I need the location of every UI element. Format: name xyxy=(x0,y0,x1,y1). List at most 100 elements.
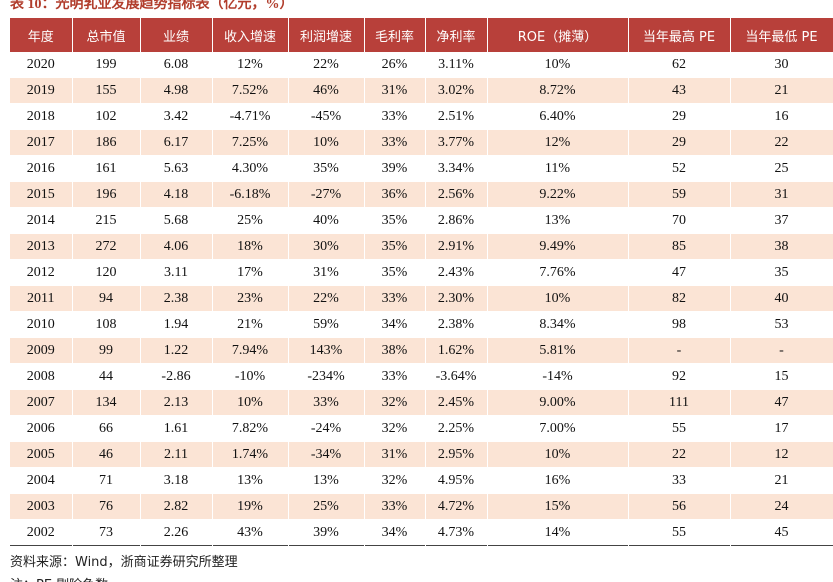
table-cell: 13% xyxy=(487,207,629,234)
table-cell: 35% xyxy=(364,233,426,260)
table-cell: 143% xyxy=(288,337,365,364)
data-table: 年度 总市值 业绩 收入增速 利润增速 毛利率 净利率 ROE（摊薄） 当年最高 PE 当年最低 … xyxy=(10,18,833,546)
table-row: 2002 73 2.26 43% 39% 34% 4.73% 14% 55 45 xyxy=(10,519,833,546)
table-cell: 2004 xyxy=(10,467,73,494)
table-cell: 2009 xyxy=(10,337,73,364)
table-cell: 3.77% xyxy=(425,129,488,156)
table-cell: 12% xyxy=(487,129,629,156)
table-cell: 30% xyxy=(288,233,365,260)
table-cell: -234% xyxy=(288,363,365,390)
table-cell: 43 xyxy=(628,77,731,104)
table-cell: 33 xyxy=(628,467,731,494)
column-header: 净利率 xyxy=(425,18,488,52)
table-cell: 17% xyxy=(212,259,289,286)
table-cell: 155 xyxy=(72,77,141,104)
table-cell: 2012 xyxy=(10,259,73,286)
table-cell: 4.95% xyxy=(425,467,488,494)
table-cell: 10% xyxy=(487,285,629,312)
table-cell: 2019 xyxy=(10,77,73,104)
table-cell: 92 xyxy=(628,363,731,390)
table-cell: 2.43% xyxy=(425,259,488,286)
table-cell: 10% xyxy=(487,52,629,78)
column-header: 当年最高 PE xyxy=(628,18,731,52)
table-cell: 52 xyxy=(628,155,731,182)
table-row: 2011 94 2.38 23% 22% 33% 2.30% 10% 82 40 xyxy=(10,285,833,312)
table-cell: 6.08 xyxy=(140,52,213,78)
table-cell: 32% xyxy=(364,415,426,442)
table-row: 2010 108 1.94 21% 59% 34% 2.38% 8.34% 98 53 xyxy=(10,311,833,338)
table-cell: 13% xyxy=(288,467,365,494)
table-cell: 7.94% xyxy=(212,337,289,364)
table-cell: 32% xyxy=(364,389,426,416)
table-cell: 73 xyxy=(72,519,141,546)
table-cell: 3.42 xyxy=(140,103,213,130)
table-cell: 66 xyxy=(72,415,141,442)
table-cell: 111 xyxy=(628,389,731,416)
table-cell: 2014 xyxy=(10,207,73,234)
table-cell: 4.98 xyxy=(140,77,213,104)
table-cell: 186 xyxy=(72,129,141,156)
table-cell: 3.11% xyxy=(425,52,488,78)
table-cell: 4.73% xyxy=(425,519,488,546)
table-cell: 44 xyxy=(72,363,141,390)
table-cell: 24 xyxy=(730,493,833,520)
table-cell: 2010 xyxy=(10,311,73,338)
table-cell: - xyxy=(628,337,731,364)
table-cell: 37 xyxy=(730,207,833,234)
table-cell: 21 xyxy=(730,467,833,494)
table-cell: 9.22% xyxy=(487,181,629,208)
table-cell: 2011 xyxy=(10,285,73,312)
table-cell: 31% xyxy=(364,441,426,468)
table-cell: 46 xyxy=(72,441,141,468)
table-cell: 53 xyxy=(730,311,833,338)
table-cell: 3.34% xyxy=(425,155,488,182)
table-cell: 55 xyxy=(628,519,731,546)
table-cell: 1.74% xyxy=(212,441,289,468)
table-cell: 34% xyxy=(364,519,426,546)
table-cell: -3.64% xyxy=(425,363,488,390)
table-cell: 5.63 xyxy=(140,155,213,182)
table-row: 2017 186 6.17 7.25% 10% 33% 3.77% 12% 29 22 xyxy=(10,129,833,156)
table-row: 2005 46 2.11 1.74% -34% 31% 2.95% 10% 22 12 xyxy=(10,441,833,468)
table-cell: 33% xyxy=(364,493,426,520)
table-cell: 35% xyxy=(288,155,365,182)
table-cell: 2005 xyxy=(10,441,73,468)
table-cell: 102 xyxy=(72,103,141,130)
table-row: 2020 199 6.08 12% 22% 26% 3.11% 10% 62 30 xyxy=(10,52,833,78)
table-cell: 6.40% xyxy=(487,103,629,130)
table-cell: 15 xyxy=(730,363,833,390)
table-cell: 31 xyxy=(730,181,833,208)
column-header: 收入增速 xyxy=(212,18,289,52)
table-cell: 2018 xyxy=(10,103,73,130)
table-row: 2014 215 5.68 25% 40% 35% 2.86% 13% 70 37 xyxy=(10,207,833,234)
column-header: 利润增速 xyxy=(288,18,365,52)
table-cell: 99 xyxy=(72,337,141,364)
table-cell: -34% xyxy=(288,441,365,468)
source-note: 资料来源：Wind，浙商证券研究所整理 xyxy=(10,555,238,570)
table-cell: 29 xyxy=(628,129,731,156)
table-row: 2006 66 1.61 7.82% -24% 32% 2.25% 7.00% 55 17 xyxy=(10,415,833,442)
table-cell: 3.18 xyxy=(140,467,213,494)
table-cell: 2.38 xyxy=(140,285,213,312)
table-cell: 108 xyxy=(72,311,141,338)
table-cell: 2.95% xyxy=(425,441,488,468)
table-cell: 4.30% xyxy=(212,155,289,182)
table-cell: 40 xyxy=(730,285,833,312)
table-cell: 46% xyxy=(288,77,365,104)
table-row: 2008 44 -2.86 -10% -234% 33% -3.64% -14% 92 15 xyxy=(10,363,833,390)
table-cell: 2007 xyxy=(10,389,73,416)
column-header: 年度 xyxy=(10,18,73,52)
table-cell: 5.68 xyxy=(140,207,213,234)
table-cell: 12 xyxy=(730,441,833,468)
table-cell: 2017 xyxy=(10,129,73,156)
table-cell: 196 xyxy=(72,181,141,208)
table-cell: 7.00% xyxy=(487,415,629,442)
table-cell: 4.06 xyxy=(140,233,213,260)
table-row: 2009 99 1.22 7.94% 143% 38% 1.62% 5.81% - - xyxy=(10,337,833,364)
table-cell: -45% xyxy=(288,103,365,130)
table-cell: 43% xyxy=(212,519,289,546)
table-row: 2015 196 4.18 -6.18% -27% 36% 2.56% 9.22% 59 31 xyxy=(10,181,833,208)
table-cell: 35 xyxy=(730,259,833,286)
table-cell: 29 xyxy=(628,103,731,130)
